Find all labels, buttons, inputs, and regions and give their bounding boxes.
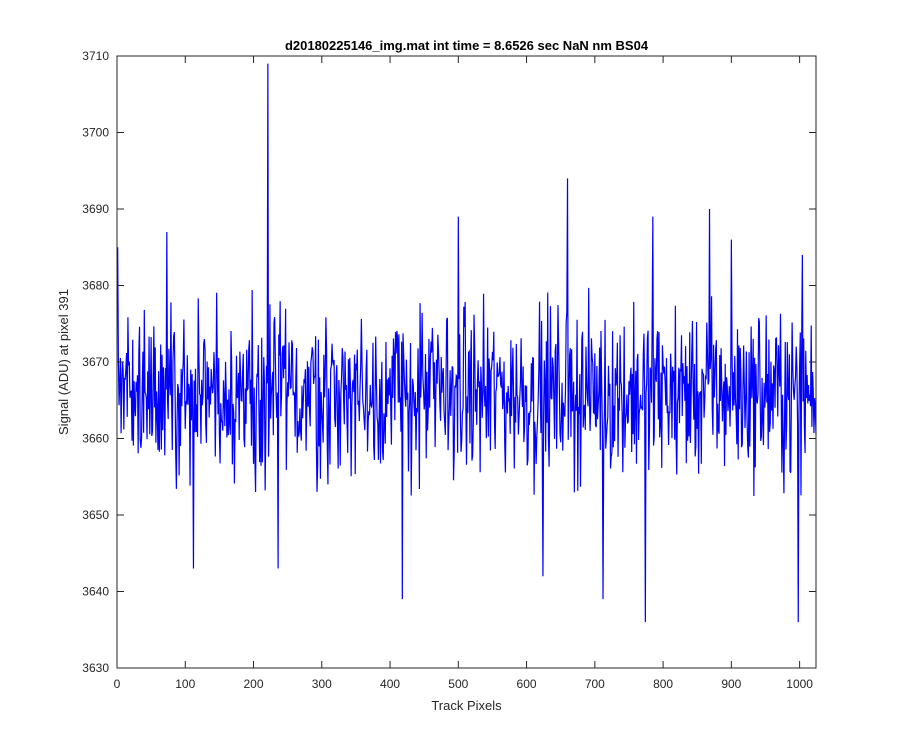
x-tick-label: 700 [585,677,605,691]
y-tick-label: 3660 [82,432,109,446]
x-tick-label: 300 [312,677,332,691]
tick-layer: 0 100 200 300 400 500 600 700 800 900 1000 3630 3640… [82,49,816,691]
plot-area-background [117,56,816,668]
x-tick-label: 1000 [786,677,813,691]
x-tick-label: 400 [380,677,400,691]
x-tick-label: 800 [653,677,673,691]
x-tick-label: 0 [114,677,121,691]
x-tick-label: 900 [721,677,741,691]
y-axis-label: Signal (ADU) at pixel 391 [56,289,71,435]
y-tick-label: 3700 [82,126,109,140]
plot-area-border [116,55,817,669]
y-tick-label: 3690 [82,202,109,216]
y-tick-label: 3650 [82,508,109,522]
chart-title: d20180225146_img.mat int time = 8.6526 s… [285,38,649,53]
x-tick-label: 100 [175,677,195,691]
series-layer [117,63,817,623]
y-tick-label: 3640 [82,585,109,599]
y-tick-label: 3680 [82,279,109,293]
x-tick-label: 200 [244,677,264,691]
x-tick-label: 600 [517,677,537,691]
y-tick-label: 3670 [82,355,109,369]
x-tick-label: 500 [448,677,468,691]
y-tick-label: 3630 [82,661,109,675]
y-tick-label: 3710 [82,49,109,63]
x-axis-label: Track Pixels [431,698,502,713]
series-line [117,63,817,623]
